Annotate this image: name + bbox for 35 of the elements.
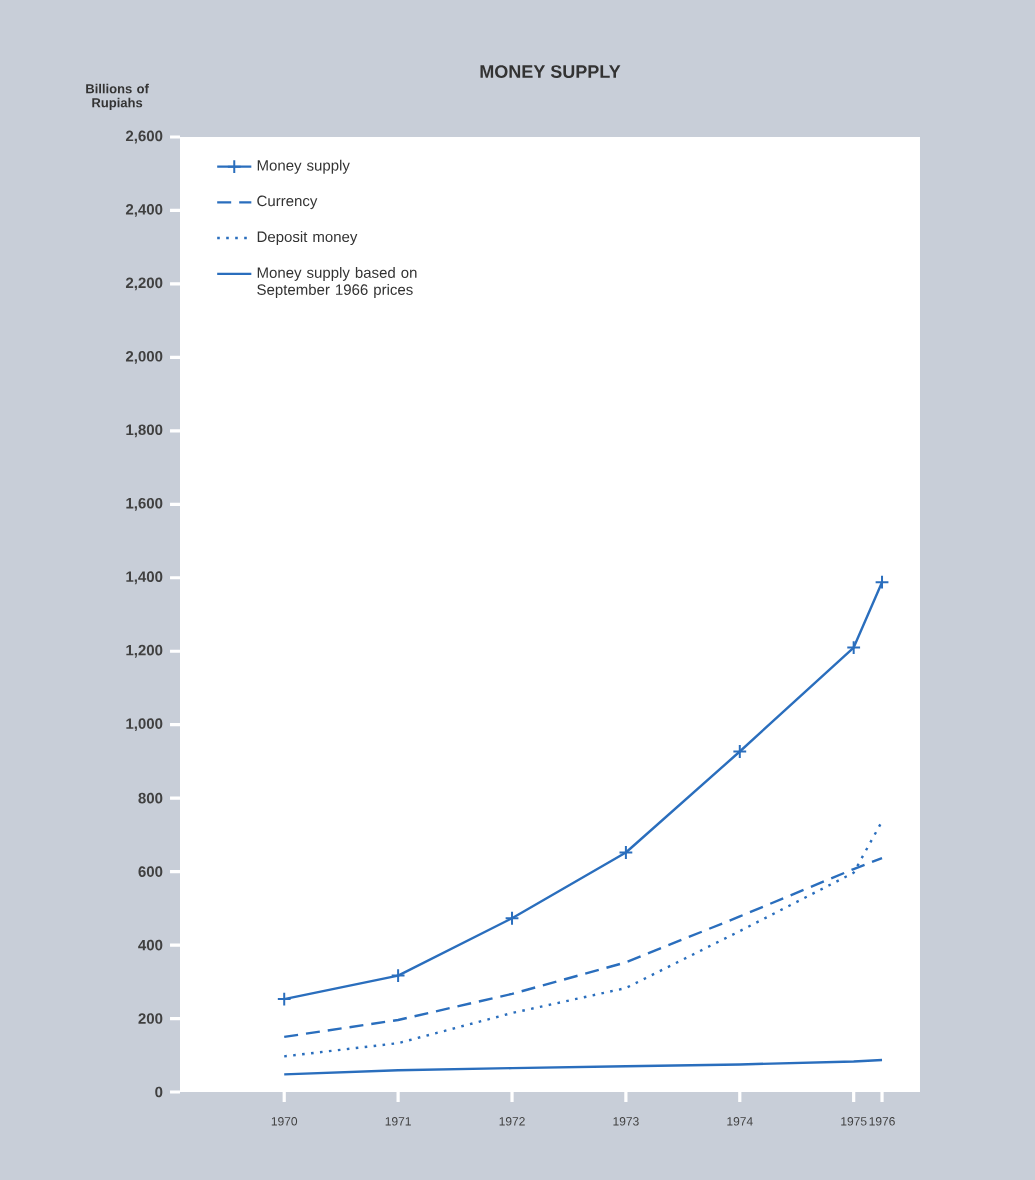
x-tick-label: 1973	[613, 1117, 639, 1126]
y-tick-label: 1,000	[126, 718, 163, 732]
y-tick-label: 2,000	[125, 350, 163, 364]
y-axis-title: Billions of Rupiahs	[86, 83, 149, 110]
x-tick-label: 1972	[499, 1117, 525, 1126]
point	[390, 968, 406, 983]
x-tick-label: 1971	[385, 1117, 411, 1126]
point	[846, 640, 862, 655]
point	[276, 991, 292, 1007]
chart-title: MONEY SUPPLY	[480, 65, 621, 78]
y-tick-label: 1,400	[126, 571, 163, 585]
y-tick-label: 800	[138, 792, 163, 804]
line-series	[283, 1058, 884, 1076]
point	[874, 574, 890, 590]
y-tick-label: 0	[155, 1086, 163, 1098]
legend-label: Deposit money	[257, 231, 358, 246]
x-tick-label: 1970	[271, 1117, 298, 1126]
x-tick-label: 1976	[869, 1117, 895, 1126]
y-tick-label: 1,600	[126, 497, 163, 511]
y-tick-label: 1,200	[126, 644, 163, 658]
point	[618, 845, 634, 860]
x-tick-label: 1975	[841, 1117, 867, 1126]
y-tick-label: 1,800	[126, 424, 163, 438]
y-tick-label: 600	[138, 866, 163, 877]
y-tick-label: 2,200	[125, 277, 163, 291]
legend-label: Currency	[257, 195, 318, 210]
x-tick-label: 1974	[727, 1117, 753, 1126]
legend-label: Money supply	[257, 159, 350, 174]
point	[504, 910, 520, 926]
y-tick-label: 400	[138, 939, 163, 951]
y-tick-label: 2,400	[125, 204, 163, 217]
legend-label: Money supply based on September 1966 prices	[257, 266, 417, 298]
point	[732, 744, 748, 759]
y-tick-label: 200	[138, 1013, 163, 1024]
y-tick-label: 2,600	[125, 130, 163, 144]
